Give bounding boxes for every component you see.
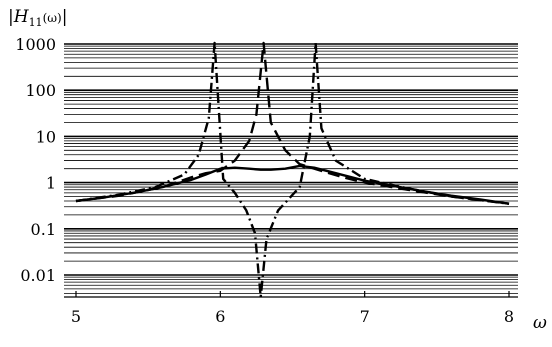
y-axis-label-open: | [8,7,14,27]
y-axis-label-main: H [13,7,30,27]
y-axis-label-arg: (ω) [43,11,62,25]
y-tick-label: 0.01 [20,266,56,285]
x-tick-label: 7 [360,307,370,326]
y-tick-label: 10 [36,127,56,146]
x-axis-label: ω [533,313,547,333]
data-series [75,41,510,299]
y-tick-label: 0.1 [31,220,56,239]
y-axis-label: |H11(ω)| [8,7,67,29]
x-tick-label: 5 [71,307,81,326]
y-tick-label: 1 [46,174,56,193]
x-tick-label: 8 [504,307,514,326]
log-gridlines [64,43,518,294]
y-tick-label: 1000 [15,35,56,54]
y-axis-label-close: | [62,7,68,27]
tick-labels: 5 6 7 8 0.01 0.1 1 10 100 1000 [15,35,514,326]
x-tick-label: 6 [215,307,225,326]
series-dashdot-line [75,41,510,299]
y-axis-label-sub: 11 [29,16,43,29]
y-tick-label: 100 [25,81,56,100]
axes [64,291,518,298]
series-dash-line [75,41,510,205]
